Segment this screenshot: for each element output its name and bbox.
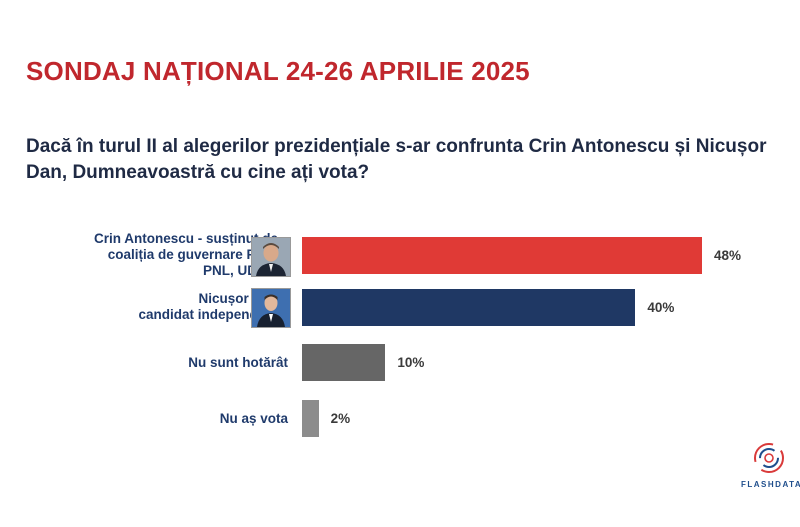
- category-label-line: candidat independent: [138, 306, 278, 322]
- bar-1: [302, 289, 636, 326]
- bar-3: [302, 400, 319, 437]
- category-label-1: Nicușor Dan candidat independent: [58, 291, 278, 323]
- dan-photo: [251, 288, 291, 328]
- bar-2: [302, 344, 386, 381]
- category-label-line: coaliția de guvernare PSD,: [107, 246, 278, 262]
- value-label-3: 2%: [330, 410, 351, 426]
- category-label-line: Nu sunt hotărât: [188, 354, 288, 370]
- survey-question: Dacă în turul II al alegerilor prezidenț…: [26, 136, 767, 183]
- category-label-line: PNL, UDMR: [203, 262, 278, 278]
- category-label-3: Nu aș vota: [68, 411, 288, 427]
- category-label-2: Nu sunt hotărât: [68, 355, 288, 371]
- value-label-1: 40%: [647, 299, 675, 315]
- value-label-0: 48%: [714, 247, 742, 263]
- category-label-line: Nicușor Dan: [198, 290, 278, 306]
- category-label-0: Crin Antonescu - susținut de coaliția de …: [58, 231, 278, 279]
- flashdata-swirl-icon: [742, 436, 798, 496]
- category-label-line: Crin Antonescu - susținut de: [93, 230, 278, 246]
- bar-0: [302, 237, 702, 274]
- value-label-2: 10%: [397, 354, 425, 370]
- flashdata-logo-text: FLASHDATA: [741, 480, 800, 489]
- antonescu-photo: [251, 237, 291, 277]
- chart-title: SONDAJ NAȚIONAL 24-26 APRILIE 2025: [26, 56, 530, 86]
- category-label-line: Nu aș vota: [219, 410, 288, 426]
